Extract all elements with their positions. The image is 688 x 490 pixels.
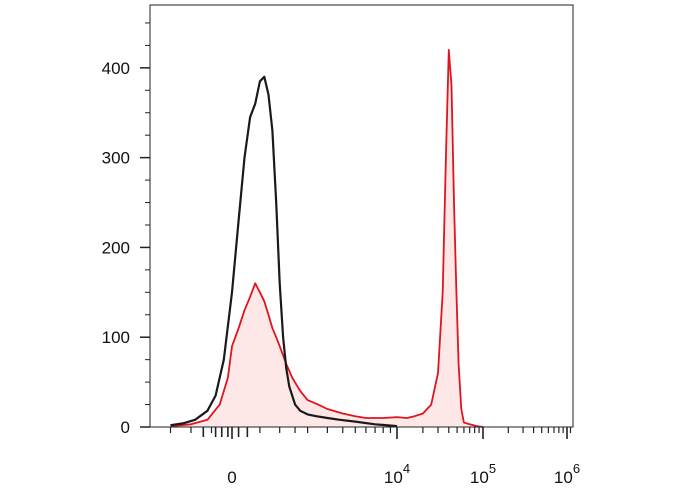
y-tick-label: 0 [121, 418, 130, 437]
plot-frame [149, 4, 574, 428]
y-tick-label: 300 [102, 149, 130, 168]
x-tick-label: 104 [384, 461, 410, 487]
x-tick-label: 0 [227, 468, 236, 487]
x-axis: 0 104 105 106 [169, 427, 580, 487]
axes-layer [149, 4, 574, 428]
series-1-area [170, 49, 483, 428]
x-tick-base: 10 [470, 468, 489, 487]
x-tick-label: 105 [470, 461, 496, 487]
x-tick-base: 10 [554, 468, 573, 487]
x-tick-base: 0 [227, 468, 236, 487]
y-tick-label: 200 [102, 238, 130, 257]
series-0-line [170, 75, 398, 428]
y-axis: 0 100 200 300 400 [102, 22, 150, 437]
x-tick-exponent: 4 [403, 461, 410, 476]
y-tick-label: 100 [102, 328, 130, 347]
x-tick-base: 10 [384, 468, 403, 487]
x-tick-label: 106 [554, 461, 580, 487]
y-tick-label: 400 [102, 59, 130, 78]
x-tick-exponent: 5 [489, 461, 496, 476]
x-tick-exponent: 6 [573, 461, 580, 476]
series-layer [170, 49, 484, 428]
series-1-line [170, 49, 484, 428]
